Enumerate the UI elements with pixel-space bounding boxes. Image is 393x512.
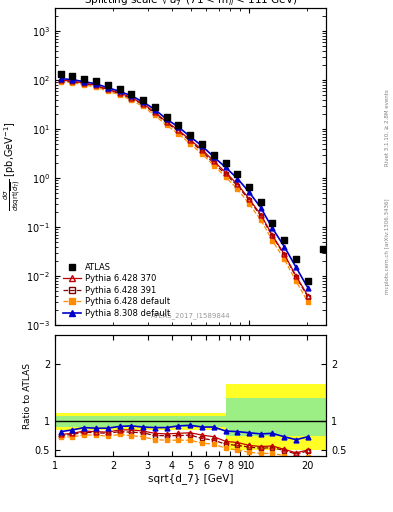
Point	[128, 90, 134, 98]
Point	[246, 183, 252, 191]
Y-axis label: $\frac{d\sigma}{d\mathrm{sqrt}(\overline{d_7})}$ [pb,GeV$^{-1}$]: $\frac{d\sigma}{d\mathrm{sqrt}(\overline…	[2, 121, 24, 211]
Text: Rivet 3.1.10, ≥ 2.8M events: Rivet 3.1.10, ≥ 2.8M events	[385, 90, 389, 166]
Point	[163, 113, 170, 121]
X-axis label: sqrt{d_7} [GeV]: sqrt{d_7} [GeV]	[148, 473, 233, 484]
Point	[199, 140, 205, 148]
Point	[293, 255, 299, 264]
Point	[211, 151, 217, 159]
Point	[92, 77, 99, 86]
Point	[105, 81, 111, 89]
Text: mcplots.cern.ch [arXiv:1306.3436]: mcplots.cern.ch [arXiv:1306.3436]	[385, 198, 389, 293]
Point	[305, 277, 311, 285]
Point	[69, 72, 75, 80]
Point	[281, 236, 287, 244]
Point	[175, 121, 182, 130]
Point	[152, 103, 158, 111]
Text: ATLAS_2017_I1589844: ATLAS_2017_I1589844	[151, 312, 230, 319]
Point	[187, 131, 193, 139]
Point	[81, 75, 87, 83]
Point	[140, 95, 146, 103]
Point	[58, 70, 64, 78]
Point	[258, 198, 264, 206]
Legend: ATLAS, Pythia 6.428 370, Pythia 6.428 391, Pythia 6.428 default, Pythia 8.308 de: ATLAS, Pythia 6.428 370, Pythia 6.428 39…	[59, 259, 174, 321]
Title: Splitting scale $\sqrt{d_7}$ (71 < m$_{ll}$ < 111 GeV): Splitting scale $\sqrt{d_7}$ (71 < m$_{l…	[84, 0, 298, 8]
Point	[269, 219, 275, 227]
Point	[320, 245, 326, 253]
Y-axis label: Ratio to ATLAS: Ratio to ATLAS	[23, 362, 32, 429]
Point	[222, 159, 229, 167]
Point	[234, 170, 241, 178]
Point	[116, 85, 123, 93]
